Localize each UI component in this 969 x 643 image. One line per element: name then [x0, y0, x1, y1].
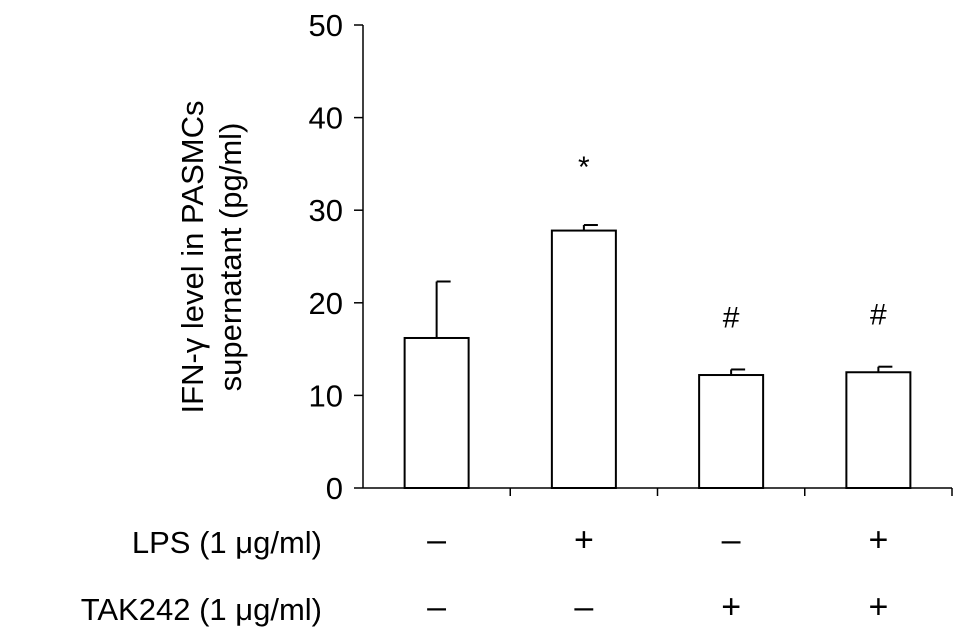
x-axis [363, 487, 953, 496]
treatment-sign: + [868, 521, 888, 559]
treatment-sign: + [868, 588, 888, 626]
y-tick-label: 20 [309, 286, 343, 321]
treatment-sign: + [574, 521, 594, 559]
y-axis-label: IFN-γ level in PASMCssupernatant (pg/ml) [175, 101, 248, 414]
y-axis-title: IFN-γ level in PASMCssupernatant (pg/ml) [175, 101, 248, 414]
treatment-sign: – [427, 588, 446, 626]
significance-mark: # [723, 301, 740, 334]
treatment-table: LPS (1 μg/ml) – + – + TAK242 (1 μg/ml) – – + + [81, 521, 889, 627]
significance-annotations: * # # [578, 151, 887, 334]
bars [403, 229, 912, 490]
y-tick-label: 40 [309, 101, 343, 136]
treatment-sign: – [574, 588, 593, 626]
treatment-sign: + [721, 588, 741, 626]
significance-mark: # [870, 299, 887, 332]
y-axis: 0 10 20 30 40 50 [309, 8, 364, 506]
bar [845, 371, 912, 489]
treatment-label: LPS (1 μg/ml) [132, 525, 322, 560]
treatment-sign: – [427, 521, 446, 559]
y-tick-label: 30 [309, 193, 343, 228]
bar [550, 229, 617, 490]
y-tick-label: 0 [326, 471, 343, 506]
y-axis-title-line: supernatant (pg/ml) [213, 123, 248, 392]
treatment-sign: – [722, 521, 741, 559]
error-bars [435, 224, 893, 376]
bar [698, 374, 765, 490]
y-axis-title-line: IFN-γ level in PASMCs [175, 101, 210, 414]
treatment-label: TAK242 (1 μg/ml) [81, 592, 322, 627]
bar [403, 336, 470, 489]
y-tick-label: 50 [309, 8, 343, 43]
y-tick-label: 10 [309, 378, 343, 413]
significance-mark: * [578, 151, 590, 184]
